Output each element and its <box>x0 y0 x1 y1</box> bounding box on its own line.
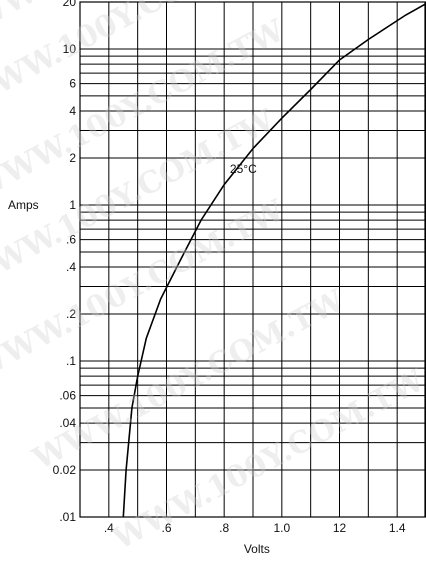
x-tick-label: 1.0 <box>273 521 290 535</box>
x-tick-label: 1.4 <box>389 521 406 535</box>
x-tick-label: .8 <box>219 521 229 535</box>
y-tick-label: .06 <box>59 389 76 403</box>
x-tick-label: .6 <box>161 521 171 535</box>
y-tick-label: .2 <box>66 307 76 321</box>
y-tick-label: 2 <box>69 151 76 165</box>
y-axis-label: Amps <box>8 198 39 212</box>
y-tick-label: .01 <box>59 510 76 524</box>
series-line-25c <box>122 3 426 518</box>
x-tick-label: .4 <box>104 521 114 535</box>
plot-border <box>79 1 426 518</box>
y-tick-label: 10 <box>63 42 77 56</box>
y-tick-label: 6 <box>69 77 76 91</box>
y-tick-label: 1 <box>69 198 76 212</box>
y-tick-label: 4 <box>69 104 76 118</box>
y-tick-label: 20 <box>63 0 77 9</box>
y-tick-label: 0.02 <box>53 463 77 477</box>
x-axis-label: Volts <box>244 542 270 556</box>
y-tick-label: .1 <box>66 354 76 368</box>
y-tick-label: .6 <box>66 233 76 247</box>
grid <box>79 1 426 518</box>
y-tick-label: .04 <box>59 416 76 430</box>
plot-frame <box>79 1 426 518</box>
y-tick-label: .4 <box>66 260 76 274</box>
annotation-25c: 25°C <box>230 162 257 176</box>
x-tick-label: 12 <box>333 521 347 535</box>
